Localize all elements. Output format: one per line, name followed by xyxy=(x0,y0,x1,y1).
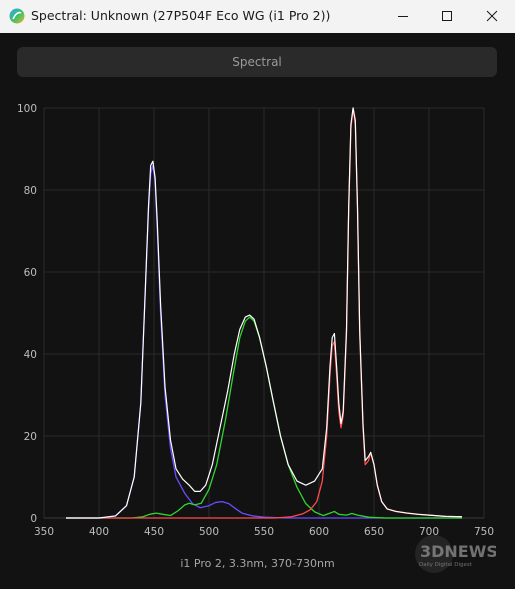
maximize-icon xyxy=(441,11,452,21)
y-tick-label: 80 xyxy=(24,185,37,197)
x-tick-label: 700 xyxy=(419,526,439,538)
chart-series xyxy=(66,107,463,519)
title-bar: Spectral: Unknown (27P504F Eco WG (i1 Pr… xyxy=(0,0,515,34)
minimize-button[interactable] xyxy=(380,0,425,32)
y-tick-label: 40 xyxy=(24,349,37,361)
x-tick-label: 400 xyxy=(89,526,109,538)
x-tick-label: 500 xyxy=(199,526,219,538)
x-tick-label: 650 xyxy=(364,526,384,538)
x-tick-label: 450 xyxy=(144,526,164,538)
minimize-icon xyxy=(397,16,408,17)
y-tick-label: 100 xyxy=(17,103,37,115)
x-tick-label: 550 xyxy=(254,526,274,538)
tab-spectral[interactable]: Spectral xyxy=(17,47,497,77)
close-button[interactable] xyxy=(469,0,514,32)
spectral-chart: 350 400 450 500 550 600 650 700 750 0 20 40 60 80 100 xyxy=(17,103,494,538)
app-icon xyxy=(9,8,25,24)
window-content: Spectral 350 400 450 500 550 600 650 700 750 0 20 4… xyxy=(0,33,515,589)
y-tick-label: 20 xyxy=(24,431,37,443)
series-line-total xyxy=(66,107,463,519)
series-line-green xyxy=(66,316,462,519)
chart-axes: 350 400 450 500 550 600 650 700 750 0 20 40 60 80 100 xyxy=(17,103,494,538)
x-tick-label: 350 xyxy=(34,526,54,538)
watermark-tagline: Daily Digital Digest xyxy=(419,562,473,568)
close-icon xyxy=(486,10,497,22)
tab-spectral-label: Spectral xyxy=(232,55,282,69)
x-tick-label: 750 xyxy=(474,526,494,538)
y-tick-label: 0 xyxy=(30,513,37,525)
y-tick-label: 60 xyxy=(24,267,37,279)
window-title: Spectral: Unknown (27P504F Eco WG (i1 Pr… xyxy=(31,8,331,23)
maximize-button[interactable] xyxy=(424,0,469,32)
chart-caption: i1 Pro 2, 3.3nm, 370-730nm xyxy=(180,557,335,570)
watermark-logo: 3DNEWS Daily Digital Digest xyxy=(415,535,496,573)
chart-grid xyxy=(43,107,485,519)
watermark-brand: 3DNEWS xyxy=(420,542,496,561)
x-tick-label: 600 xyxy=(309,526,329,538)
